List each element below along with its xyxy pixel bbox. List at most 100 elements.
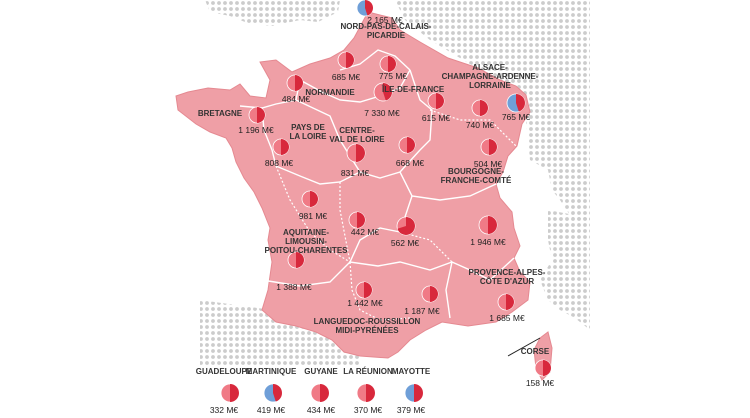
pie-poitou-slice — [310, 191, 318, 207]
pie-nord-slice — [365, 0, 373, 16]
label-languedoc: LANGUEDOC-ROUSSILLON MIDI-PYRÉNÉES — [314, 317, 421, 335]
pie-corse-slice — [543, 360, 551, 376]
pie-martinique — [263, 383, 283, 403]
value-guyane: 434 M€ — [307, 405, 336, 415]
value-poitou: 981 M€ — [299, 211, 328, 221]
label-bourgogne-line: BOURGOGNE- — [448, 167, 504, 176]
pie-idf-slice — [383, 83, 393, 101]
value-martinique: 419 M€ — [257, 405, 286, 415]
label-centre-line: VAL DE LOIRE — [329, 135, 385, 144]
value-paca: 1 685 M€ — [489, 313, 525, 323]
value-midi: 1 442 M€ — [347, 298, 383, 308]
label-reunion-line: LA RÉUNION — [343, 367, 393, 376]
label-nord: NORD-PAS-DE-CALAIS-PICARDIE — [341, 22, 432, 40]
label-bretagne-line: BRETAGNE — [198, 109, 243, 118]
pie-auvergne-slice — [397, 217, 415, 235]
pie-mayotte-slice — [414, 384, 423, 402]
value-centre: 831 M€ — [341, 168, 370, 178]
pie-pdl-slice — [281, 139, 289, 155]
value-bourgogne-line: 504 M€ — [474, 159, 503, 169]
value-pdl: 808 M€ — [265, 158, 294, 168]
pie-idf — [373, 82, 393, 102]
value-lorraine-line: 740 M€ — [466, 120, 495, 130]
label-reunion: LA RÉUNION — [343, 367, 393, 376]
value-aquitaine-line: 1 388 M€ — [276, 282, 312, 292]
value-limousin-line: 442 M€ — [351, 227, 380, 237]
region-pies — [220, 0, 552, 403]
label-languedoc-line: LANGUEDOC-ROUSSILLON — [314, 317, 421, 326]
value-reunion-line: 370 M€ — [354, 405, 383, 415]
label-pdl-line: LA LOIRE — [289, 132, 327, 141]
pie-midi-slice — [364, 282, 372, 298]
label-aquitaine-line: AQUITAINE- — [283, 228, 329, 237]
pie-guadeloupe-slice — [230, 384, 239, 402]
label-normandie-line: NORMANDIE — [305, 88, 355, 97]
label-corse: CORSE — [521, 347, 550, 356]
label-centre-line: CENTRE- — [339, 126, 375, 135]
label-alsace-line: LORRAINE — [469, 81, 511, 90]
pie-corse — [534, 359, 552, 377]
value-bourgogne: 504 M€ — [474, 159, 503, 169]
label-centre: CENTRE-VAL DE LOIRE — [329, 126, 385, 144]
value-auvergne: 562 M€ — [391, 238, 420, 248]
value-midi-line: 1 442 M€ — [347, 298, 383, 308]
label-languedoc-line: MIDI-PYRÉNÉES — [335, 326, 399, 335]
value-picardie-south-line: 775 M€ — [379, 71, 408, 81]
value-normandie-east-line: 685 M€ — [332, 72, 361, 82]
label-paca-line: PROVENCE-ALPES- — [469, 268, 546, 277]
pie-languedoc — [421, 285, 439, 303]
value-guadeloupe-line: 332 M€ — [210, 405, 239, 415]
label-alsace: ALSACE-CHAMPAGNE-ARDENNE-LORRAINE — [442, 63, 539, 90]
label-guadeloupe: GUADELOUPE — [196, 367, 253, 376]
pie-reunion — [356, 383, 376, 403]
label-aquitaine-line: POITOU-CHARENTES — [265, 246, 349, 255]
pie-rhone-slice — [488, 216, 497, 234]
pie-martinique-slice — [273, 384, 283, 402]
label-aquitaine-line: LIMOUSIN- — [285, 237, 327, 246]
pie-aquitaine-slice — [296, 252, 304, 268]
value-mayotte-line: 379 M€ — [397, 405, 426, 415]
value-rhone-line: 1 946 M€ — [470, 237, 506, 247]
label-idf-line: ÎLE-DE-FRANCE — [381, 85, 445, 94]
label-pdl: PAYS DE LA LOIRE — [289, 123, 327, 141]
value-martinique-line: 419 M€ — [257, 405, 286, 415]
value-bourgogne-west: 668 M€ — [396, 158, 425, 168]
pie-normandie-east-slice — [346, 52, 354, 68]
value-bourgogne-west-line: 668 M€ — [396, 158, 425, 168]
label-martinique-line: MARTINIQUE — [246, 367, 297, 376]
value-rhone: 1 946 M€ — [470, 237, 506, 247]
pie-bourgogne-west — [398, 136, 416, 154]
pie-guyane — [310, 383, 330, 403]
pie-languedoc-slice — [430, 286, 438, 302]
pie-bourgogne-slice — [489, 139, 497, 155]
pie-normandie-slice — [295, 75, 303, 91]
pie-pdl — [272, 138, 290, 156]
value-champagne-line: 615 M€ — [422, 113, 451, 123]
pie-champagne — [427, 92, 445, 110]
value-limousin: 442 M€ — [351, 227, 380, 237]
value-guadeloupe: 332 M€ — [210, 405, 239, 415]
pie-limousin — [348, 211, 366, 229]
region-values: 2 165 M€ 765 M€ 685 M€ 775 M€ 484 M€ 7 330 M€… — [210, 15, 555, 415]
label-mayotte: MAYOTTE — [392, 367, 431, 376]
pie-picardie-south-slice — [388, 56, 396, 72]
label-aquitaine: AQUITAINE-LIMOUSIN-POITOU-CHARENTES — [265, 228, 349, 255]
value-pdl-line: 808 M€ — [265, 158, 294, 168]
value-reunion: 370 M€ — [354, 405, 383, 415]
pie-aquitaine — [287, 251, 305, 269]
label-corse-line: CORSE — [521, 347, 550, 356]
pie-lorraine-slice — [480, 100, 488, 116]
value-nord-line: 2 165 M€ — [367, 15, 403, 25]
pie-centre — [346, 143, 366, 163]
value-alsace-line: 765 M€ — [502, 112, 531, 122]
value-auvergne-line: 562 M€ — [391, 238, 420, 248]
pie-bourgogne-west-slice — [407, 137, 415, 153]
value-lorraine: 740 M€ — [466, 120, 495, 130]
pie-normandie-east — [337, 51, 355, 69]
value-idf-line: 7 330 M€ — [364, 108, 400, 118]
pie-guadeloupe — [220, 383, 240, 403]
pie-mayotte — [404, 383, 424, 403]
label-nord-line: NORD-PAS-DE-CALAIS- — [341, 22, 432, 31]
label-alsace-line: ALSACE- — [472, 63, 508, 72]
